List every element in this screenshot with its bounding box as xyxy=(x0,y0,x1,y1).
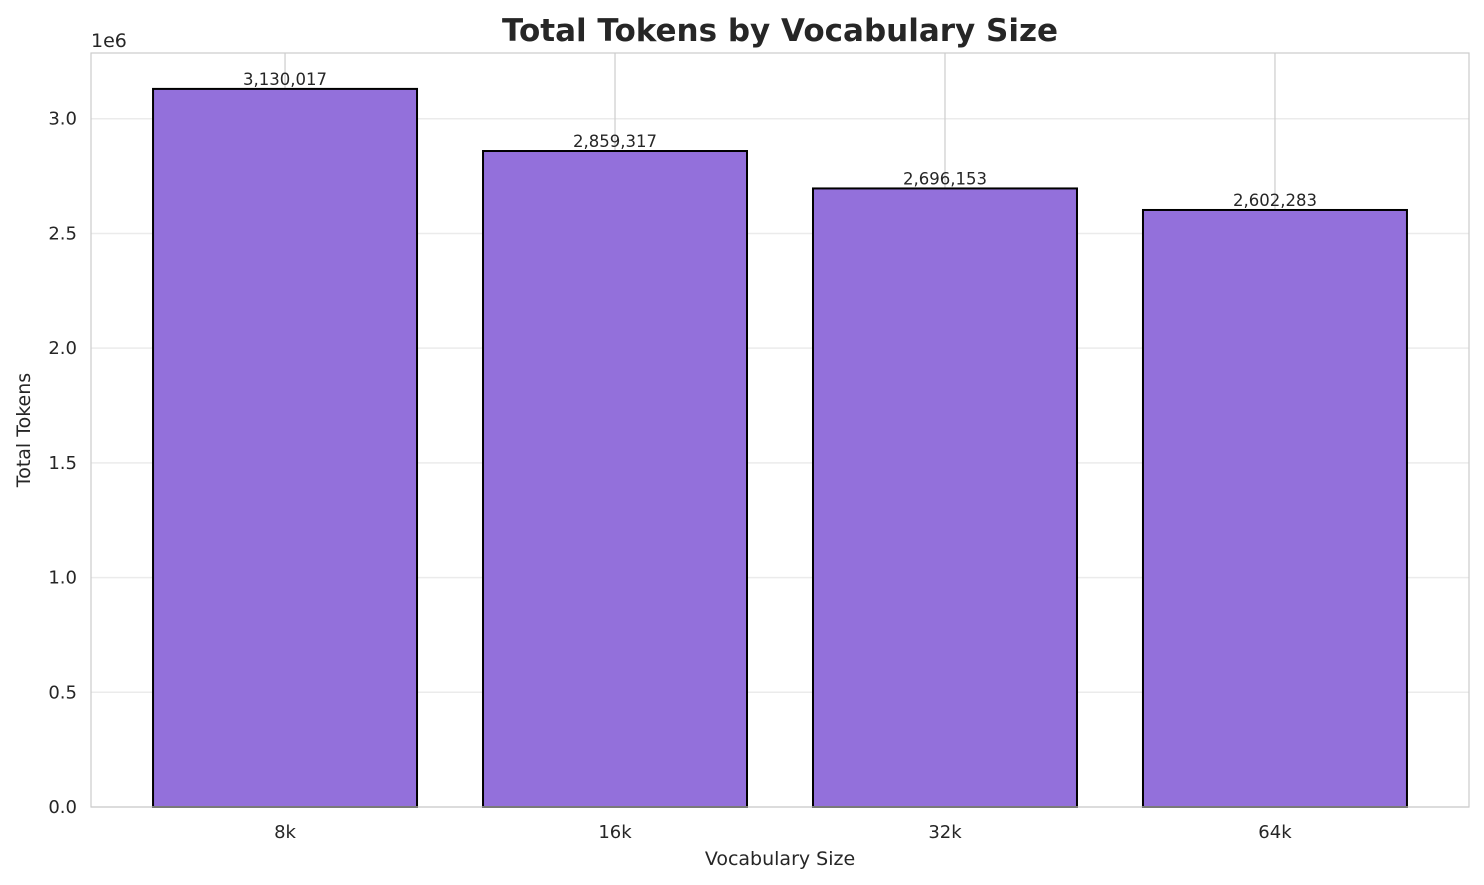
data-label: 2,602,283 xyxy=(1233,191,1317,210)
data-label: 3,130,017 xyxy=(243,70,327,89)
bar-32k xyxy=(811,187,1078,808)
x-axis-label: Vocabulary Size xyxy=(705,848,855,870)
plot-frame xyxy=(90,52,1470,808)
y-tick-label: 2.0 xyxy=(48,338,77,359)
y-tick-label: 3.0 xyxy=(48,109,77,130)
y-tick-label: 0.5 xyxy=(48,682,77,703)
y-tick-label: 2.5 xyxy=(48,223,77,244)
data-label: 2,696,153 xyxy=(903,169,987,188)
y-tick-label: 1.0 xyxy=(48,568,77,589)
x-tick-label: 64k xyxy=(1258,822,1292,843)
y-tick-label: 1.5 xyxy=(48,453,77,474)
x-tick-label: 32k xyxy=(928,822,962,843)
y-offset-label: 1e6 xyxy=(91,30,127,52)
y-tick-label: 0.0 xyxy=(48,797,77,818)
y-axis-label: Total Tokens xyxy=(13,373,35,488)
bar-64k xyxy=(1141,208,1408,809)
bar-16k xyxy=(482,150,749,809)
data-label: 2,859,317 xyxy=(573,132,657,151)
x-tick-label: 8k xyxy=(274,822,296,843)
chart-title: Total Tokens by Vocabulary Size xyxy=(502,13,1058,49)
x-tick-label: 16k xyxy=(598,822,632,843)
bar-8k xyxy=(152,87,419,809)
